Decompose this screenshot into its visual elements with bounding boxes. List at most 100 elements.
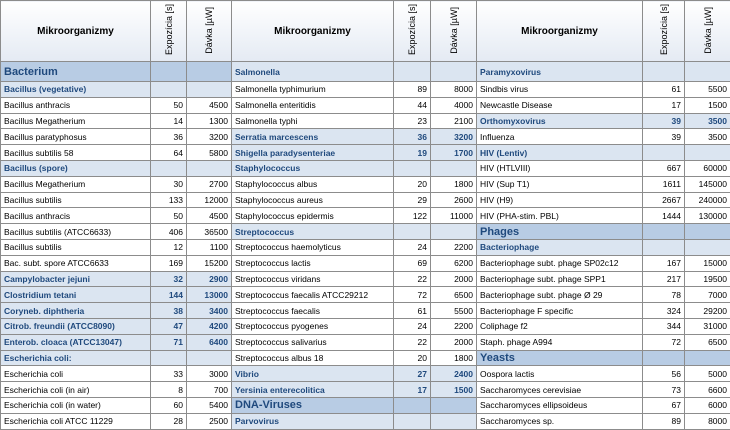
organism-name: Salmonella (232, 62, 394, 82)
dose-value: 13000 (187, 287, 232, 303)
header-dose-text: Dávka [µW] (204, 7, 214, 54)
dose-value: 60000 (685, 160, 730, 176)
exposure-value: 20 (394, 350, 431, 366)
empty-cell (394, 413, 431, 429)
exposure-value: 29 (394, 192, 431, 208)
exposure-value: 61 (643, 82, 685, 98)
exposure-value: 36 (394, 129, 431, 145)
dose-value: 5500 (431, 303, 477, 319)
dose-value: 8000 (431, 82, 477, 98)
organism-name: Campylobacter jejuni (1, 271, 151, 287)
exposure-value: 47 (151, 318, 187, 334)
dose-value: 1300 (187, 113, 232, 129)
organism-name: Streptococcus lactis (232, 255, 394, 271)
exposure-value: 406 (151, 224, 187, 240)
exposure-value: 36 (151, 129, 187, 145)
exposure-value: 344 (643, 318, 685, 334)
exposure-value: 8 (151, 382, 187, 398)
dose-value: 2900 (187, 271, 232, 287)
organism-name: Bacterium (1, 62, 151, 82)
dose-value: 130000 (685, 208, 730, 224)
empty-cell (685, 350, 730, 366)
dose-value: 15200 (187, 255, 232, 271)
exposure-value: 60 (151, 397, 187, 413)
exposure-value: 24 (394, 318, 431, 334)
organism-name: Streptococcus haemolyticus (232, 239, 394, 255)
header-name: Mikroorganizmy (477, 1, 643, 62)
exposure-value: 50 (151, 208, 187, 224)
organism-name: Escherichia coli (in water) (1, 397, 151, 413)
organism-name: Streptococcus salivarius (232, 334, 394, 350)
organism-name: Bacteriophage subt. phage SP02c12 (477, 255, 643, 271)
dose-value: 1100 (187, 239, 232, 255)
empty-cell (151, 160, 187, 176)
header-exposure-text: Expozícia [s] (407, 4, 417, 55)
organism-name: HIV (HTLVIII) (477, 160, 643, 176)
organism-name: Paramyxovirus (477, 62, 643, 82)
exposure-value: 64 (151, 145, 187, 161)
exposure-value: 1444 (643, 208, 685, 224)
empty-cell (394, 160, 431, 176)
empty-cell (431, 224, 477, 240)
organism-name: Bac. subt. spore ATCC6633 (1, 255, 151, 271)
organism-name: Influenza (477, 129, 643, 145)
organism-name: Streptococcus (232, 224, 394, 240)
empty-cell (431, 160, 477, 176)
organism-name: Bacillus Megatherium (1, 176, 151, 192)
exposure-value: 20 (394, 176, 431, 192)
organism-name: Escherichia coli (1, 366, 151, 382)
empty-cell (187, 160, 232, 176)
header-exposure: Expozícia [s] (151, 1, 187, 62)
empty-cell (394, 224, 431, 240)
empty-cell (643, 145, 685, 161)
organism-name: Yeasts (477, 350, 643, 366)
dose-value: 5500 (685, 82, 730, 98)
dose-value: 31000 (685, 318, 730, 334)
dose-value: 11000 (431, 208, 477, 224)
header-dose-text: Dávka [µW] (703, 7, 713, 54)
organism-name: Bacteriophage (477, 239, 643, 255)
dose-value: 8000 (685, 413, 730, 429)
exposure-value: 67 (643, 397, 685, 413)
dose-value: 4000 (431, 97, 477, 113)
exposure-value: 144 (151, 287, 187, 303)
header-dose-text: Dávka [µW] (449, 7, 459, 54)
empty-cell (685, 145, 730, 161)
dose-value: 6000 (685, 397, 730, 413)
organism-name: Staphylococcus epidermis (232, 208, 394, 224)
empty-cell (431, 397, 477, 413)
empty-cell (431, 62, 477, 82)
organism-name: Orthomyxovirus (477, 113, 643, 129)
dose-value: 1500 (685, 97, 730, 113)
organism-name: Streptococcus faecalis ATCC29212 (232, 287, 394, 303)
organism-name: Bacteriophage subt. phage Ø 29 (477, 287, 643, 303)
exposure-value: 39 (643, 113, 685, 129)
organism-name: Bacillus subtilis (1, 239, 151, 255)
exposure-value: 78 (643, 287, 685, 303)
dose-value: 700 (187, 382, 232, 398)
dose-value: 3200 (431, 129, 477, 145)
dose-value: 1800 (431, 350, 477, 366)
organism-name: DNA-Viruses (232, 397, 394, 413)
exposure-value: 22 (394, 271, 431, 287)
organism-name: Bacillus Megatherium (1, 113, 151, 129)
header-exposure: Expozícia [s] (394, 1, 431, 62)
organism-name: Salmonella typhi (232, 113, 394, 129)
header-exposure-text: Expozícia [s] (659, 4, 669, 55)
exposure-value: 38 (151, 303, 187, 319)
organism-name: Coliphage f2 (477, 318, 643, 334)
exposure-value: 17 (643, 97, 685, 113)
exposure-value: 27 (394, 366, 431, 382)
dose-value: 1500 (431, 382, 477, 398)
